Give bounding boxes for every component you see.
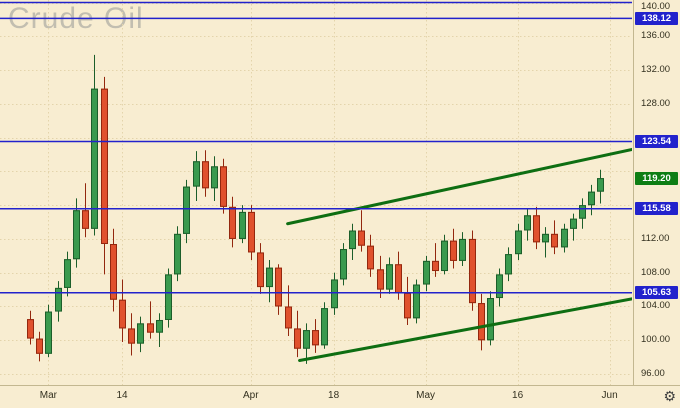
y-axis-label: 140.00 — [641, 1, 671, 12]
x-axis-label: Apr — [243, 390, 259, 401]
y-axis-label: 100.00 — [641, 334, 671, 346]
settings-gear-icon[interactable]: ⚙ — [663, 388, 676, 404]
x-axis-label: 18 — [328, 390, 340, 401]
price-level-badge: 123.54 — [635, 135, 678, 148]
x-axis-label: Mar — [39, 390, 58, 401]
x-axis-label: 14 — [116, 390, 128, 401]
x-axis-label: 16 — [512, 390, 524, 401]
y-axis-label: 108.00 — [641, 266, 671, 278]
y-axis-label: 128.00 — [641, 97, 671, 109]
x-axis-label: May — [416, 390, 436, 401]
y-axis-label: 112.00 — [641, 232, 670, 244]
y-axis-label: 104.00 — [641, 300, 671, 312]
y-axis[interactable]: 140.00 136.00 132.00 128.00 112.00 108.00 104.… — [633, 0, 680, 385]
price-level-badge: 105.63 — [635, 286, 678, 300]
x-axis[interactable]: Mar 14 Apr 18 May 16 Jun — [0, 385, 680, 408]
price-level-badge: 115.58 — [635, 202, 678, 216]
x-axis-label: Jun — [601, 390, 618, 401]
price-chart-canvas[interactable] — [0, 0, 632, 385]
current-price-badge: 119.20 — [635, 171, 678, 185]
y-axis-label: 136.00 — [641, 30, 671, 42]
y-axis-label: 132.00 — [641, 64, 671, 76]
y-axis-label: 96.00 — [641, 368, 665, 380]
price-level-badge: 138.12 — [635, 11, 678, 25]
